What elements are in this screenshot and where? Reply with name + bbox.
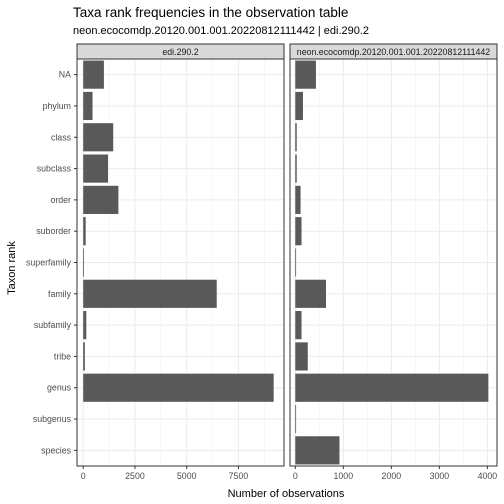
y-tick-label-species: species bbox=[41, 445, 71, 455]
bar-order bbox=[83, 185, 119, 214]
bar-genus bbox=[83, 373, 274, 402]
bar-NA bbox=[295, 60, 316, 89]
y-tick-label-subclass: subclass bbox=[37, 164, 72, 174]
bar-suborder bbox=[295, 217, 302, 246]
x-tick-label: 1000 bbox=[334, 471, 354, 481]
x-tick-label: 0 bbox=[293, 471, 298, 481]
bar-subfamily bbox=[295, 311, 302, 340]
y-tick-label-suborder: suborder bbox=[36, 226, 71, 236]
y-tick-label-phylum: phylum bbox=[43, 101, 71, 111]
y-tick-label-class: class bbox=[51, 132, 72, 142]
facet-panel: edi.290.2 0 2500 5000 7500 bbox=[76, 43, 285, 481]
bar-subfamily bbox=[83, 311, 87, 340]
x-tick-label: 5000 bbox=[177, 471, 197, 481]
bar-superfamily bbox=[83, 248, 85, 277]
y-tick-label-tribe: tribe bbox=[54, 351, 71, 361]
facet-panel: neon.ecocomdp.20120.001.001.202208121114… bbox=[289, 43, 498, 481]
bar-genus bbox=[295, 373, 489, 402]
y-axis-label: Taxon rank bbox=[6, 241, 18, 295]
chart-title: Taxa rank frequencies in the observation… bbox=[73, 5, 348, 20]
bar-subclass bbox=[295, 154, 297, 183]
y-tick-label-order: order bbox=[50, 195, 71, 205]
y-tick-label-subfamily: subfamily bbox=[34, 320, 72, 330]
bar-phylum bbox=[295, 91, 303, 121]
bar-phylum bbox=[83, 91, 93, 121]
bar-tribe bbox=[83, 342, 85, 371]
facet-strip-label: edi.290.2 bbox=[162, 47, 198, 57]
x-axis-label: Number of observations bbox=[228, 488, 345, 500]
x-tick-label: 7500 bbox=[229, 471, 249, 481]
bar-family bbox=[83, 279, 217, 308]
bar-subclass bbox=[83, 154, 109, 183]
bar-superfamily bbox=[295, 248, 297, 277]
x-tick-label: 2000 bbox=[382, 471, 402, 481]
bar-family bbox=[295, 279, 327, 308]
bar-tribe bbox=[295, 342, 308, 371]
bar-species bbox=[295, 436, 340, 465]
bar-order bbox=[295, 185, 301, 214]
bar-NA bbox=[83, 60, 104, 89]
y-tick-label-NA: NA bbox=[59, 70, 71, 80]
bar-subgenus bbox=[295, 404, 297, 434]
bar-class bbox=[295, 123, 297, 152]
y-axis: NA phylum class subclass order suborder superf… bbox=[26, 70, 77, 455]
bar-suborder bbox=[83, 217, 86, 246]
y-tick-label-genus: genus bbox=[47, 383, 72, 393]
facet-panels: edi.290.2 0 2500 5000 7500 neon.ecocomdp.2012… bbox=[76, 43, 498, 481]
panel-border bbox=[289, 58, 498, 467]
facet-strip-label: neon.ecocomdp.20120.001.001.202208121114… bbox=[297, 47, 490, 57]
x-tick-label: 4000 bbox=[478, 471, 498, 481]
x-tick-label: 2500 bbox=[125, 471, 145, 481]
y-tick-label-subgenus: subgenus bbox=[33, 414, 72, 424]
bar-class bbox=[83, 123, 114, 152]
y-tick-label-superfamily: superfamily bbox=[26, 258, 72, 268]
chart-subtitle: neon.ecocomdp.20120.001.001.202208121114… bbox=[73, 25, 369, 37]
x-tick-label: 0 bbox=[81, 471, 86, 481]
x-tick-label: 3000 bbox=[430, 471, 450, 481]
y-tick-label-family: family bbox=[48, 289, 72, 299]
